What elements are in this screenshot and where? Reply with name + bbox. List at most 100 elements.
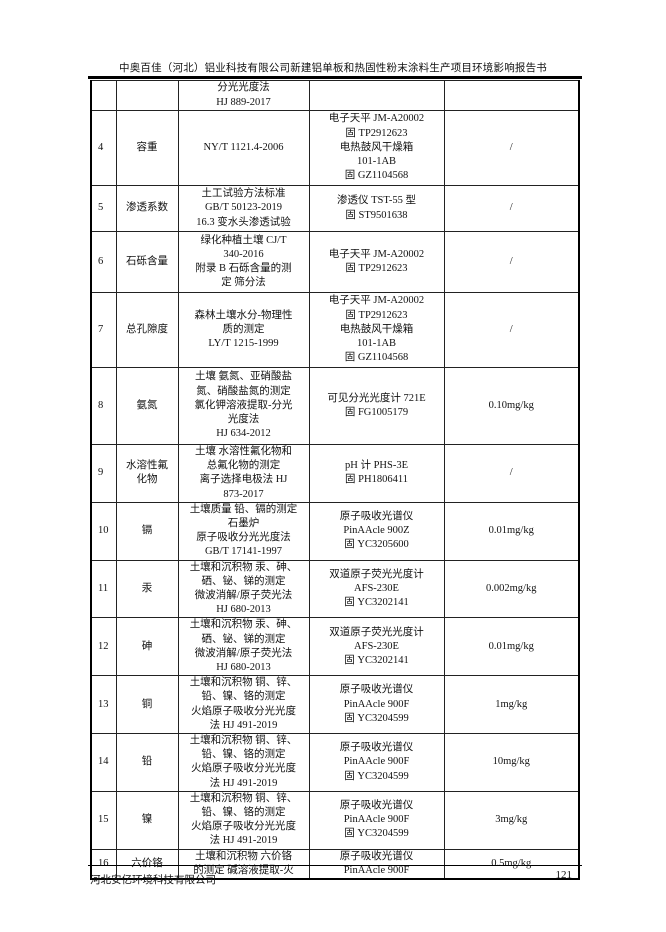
test-method-line: 硒、铋、锑的测定 <box>201 633 286 645</box>
test-method-line: NY/T 1121.4-2006 <box>203 141 284 153</box>
test-item-line: 铜 <box>141 698 153 710</box>
table-row: 12 砷 土壤和沉积物 汞、砷、 硒、铋、锑的测定 微波消解/原子荧光法 HJ 680-2… <box>90 617 580 677</box>
test-method-line: 土壤和沉积物 汞、砷、 <box>189 619 298 631</box>
test-method-line: 土壤 氨氮、亚硝酸盐 <box>194 371 293 383</box>
instrument-line: 双道原子荧光光度计 <box>329 626 424 638</box>
test-method-line: 土壤 水溶性氟化物和 <box>194 446 293 457</box>
test-method-line: 土壤和沉积物 铜、锌、 <box>189 735 298 747</box>
test-method: 土壤 水溶性氟化物和 总氟化物的测定 离子选择电极法 HJ 873-2017 <box>177 444 310 503</box>
detection-limit: 0.5mg/kg <box>443 848 580 880</box>
instrument-line: 电热鼓风干燥箱 <box>339 141 414 153</box>
detection-limit: 1mg/kg <box>443 675 580 735</box>
detection-limit: / <box>443 185 580 232</box>
table-row: 分光光度法 HJ 889-2017 <box>90 80 580 111</box>
footer-divider <box>88 865 582 866</box>
detection-limit: 0.002mg/kg <box>443 559 580 619</box>
test-method-line: HJ 634-2012 <box>216 428 271 440</box>
test-item-line: 氨氮 <box>136 399 158 411</box>
instrument-line: 原子吸收光谱仪 <box>339 510 414 522</box>
test-method: 土壤质量 铅、镉的测定 石墨炉 原子吸收分光光度法 GB/T 17141-1997 <box>177 501 310 561</box>
test-item-line: 渗透系数 <box>126 202 168 214</box>
table-row: 10 镉 土壤质量 铅、镉的测定 石墨炉 原子吸收分光光度法 GB/T 17141-199… <box>90 501 580 561</box>
table-row: 13 铜 土壤和沉积物 铜、锌、 铅、镍、铬的测定 火焰原子吸收分光光度法 HJ 491… <box>90 675 580 735</box>
instrument-line: AFS-230E <box>354 640 399 652</box>
instrument-line: 101-1AB <box>356 156 397 168</box>
instrument-line: PinAAcle 900Z <box>343 525 410 537</box>
detection-limit: 0.01mg/kg <box>443 617 580 677</box>
table-row: 11 汞 土壤和沉积物 汞、砷、 硒、铋、锑的测定 微波消解/原子荧光法 HJ 680-2… <box>90 559 580 619</box>
table-row: 5 渗透系数 土工试验方法标准 GB/T 50123-2019 16.3 变水头渗透试验… <box>90 185 580 232</box>
instrument-line: 101-1AB <box>356 338 397 350</box>
test-item: 铜 <box>115 675 179 735</box>
instrument-line: 固 TP2912623 <box>345 263 408 274</box>
test-method: 土工试验方法标准 GB/T 50123-2019 16.3 变水头渗透试验 <box>177 185 310 232</box>
test-method-line: 定 筛分法 <box>221 277 266 289</box>
table-row: 4 容重 NY/T 1121.4-2006 电子天平 JM-A20002 固 TP291… <box>90 110 580 186</box>
instrument-line: 固 YC3205600 <box>344 539 409 551</box>
instrument-line: 原子吸收光谱仪 <box>339 684 414 696</box>
row-number: 11 <box>90 559 117 619</box>
test-method-line: 原子吸收分光光度法 <box>196 532 291 544</box>
detection-limit <box>443 80 580 111</box>
test-method-line: 铅、镍、铬的测定 <box>201 691 286 703</box>
test-item: 水溶性氟 化物 <box>115 444 179 503</box>
instrument-line: 原子吸收光谱仪 <box>339 850 414 862</box>
page-number: 121 <box>555 869 573 881</box>
row-number: 10 <box>90 501 117 561</box>
test-item-line: 铅 <box>141 756 153 768</box>
table-row: 6 石砾含量 绿化种植土壤 CJ/T 340-2016 附录 B 石砾含量的测定 筛分法… <box>90 231 580 293</box>
instrument-line: 固 GZ1104568 <box>344 352 409 364</box>
test-method-line: 氮、硝酸盐氮的测定 <box>196 385 291 397</box>
table-row: 7 总孔隙度 森林土壤水分-物理性 质的测定 LY/T 1215-1999 电子天平 JM… <box>90 292 580 368</box>
instrument-line: 固 YC3202141 <box>344 654 409 666</box>
instrument-line: 固 TP2912623 <box>345 127 408 139</box>
test-method-line: 火焰原子吸收分光光度 <box>191 705 296 717</box>
test-item: 石砾含量 <box>115 231 179 293</box>
instrument: pH 计 PHS-3E 固 PH1806411 <box>308 444 445 503</box>
test-method-line: GB/T 50123-2019 <box>204 202 283 214</box>
test-method-line: 340-2016 <box>223 248 264 260</box>
test-method-line: 铅、镍、铬的测定 <box>201 807 286 819</box>
instrument: 电子天平 JM-A20002 固 TP2912623 <box>308 231 445 293</box>
row-number: 12 <box>90 617 117 677</box>
test-item-line: 化物 <box>136 474 158 486</box>
row-number: 16 <box>90 848 117 880</box>
instrument-line: 固 FG1005179 <box>344 407 409 418</box>
detection-limit: / <box>443 110 580 186</box>
test-method-line: 土壤和沉积物 铜、锌、 <box>189 677 298 689</box>
test-method-line: HJ 680-2013 <box>216 662 271 674</box>
row-number: 4 <box>90 110 117 186</box>
instrument-line: 固 GZ1104568 <box>344 170 409 182</box>
test-method-line: 离子选择电极法 HJ <box>199 474 288 486</box>
test-item-line: 镍 <box>141 814 153 826</box>
instrument: 原子吸收光谱仪 PinAAcle 900F 固 YC3204599 <box>308 733 445 792</box>
instrument-line: 可见分光光度计 721E <box>327 392 426 404</box>
test-method: 土壤和沉积物 汞、砷、 硒、铋、锑的测定 微波消解/原子荧光法 HJ 680-2013 <box>177 617 310 677</box>
table-row: 16 六价铬 土壤和沉积物 六价铬 的测定 碱溶液提取-火 原子吸收光谱仪 PinAAcl… <box>90 848 580 880</box>
test-method: 土壤和沉积物 汞、砷、 硒、铋、锑的测定 微波消解/原子荧光法 HJ 680-2013 <box>177 559 310 619</box>
test-method: 森林土壤水分-物理性 质的测定 LY/T 1215-1999 <box>177 292 310 368</box>
instrument-line: 固 YC3204599 <box>344 712 409 724</box>
row-number: 15 <box>90 790 117 850</box>
instrument <box>308 80 445 111</box>
detection-limit: / <box>443 444 580 503</box>
row-number: 9 <box>90 444 117 503</box>
table-row: 15 镍 土壤和沉积物 铜、锌、 铅、镍、铬的测定 火焰原子吸收分光光度法 HJ 491… <box>90 790 580 850</box>
test-method-line: 873-2017 <box>223 488 264 500</box>
test-method-line: 土壤和沉积物 铜、锌、 <box>189 792 298 804</box>
instrument-line: PinAAcle 900F <box>343 864 410 876</box>
detection-limit: 10mg/kg <box>443 733 580 792</box>
test-method: 土壤和沉积物 铜、锌、 铅、镍、铬的测定 火焰原子吸收分光光度法 HJ 491-20… <box>177 790 310 850</box>
test-item <box>115 80 179 111</box>
test-method-line: 火焰原子吸收分光光度 <box>191 763 296 775</box>
test-method-line: 微波消解/原子荧光法 <box>194 590 293 602</box>
instrument: 渗透仪 TST-55 型固 ST9501638 <box>308 185 445 232</box>
test-method: 土壤和沉积物 六价铬 的测定 碱溶液提取-火 <box>177 848 310 880</box>
test-method-line: GB/T 17141-1997 <box>204 546 283 558</box>
instrument-line: 固 YC3202141 <box>344 597 409 609</box>
row-number: 5 <box>90 185 117 232</box>
footer-company: 河北安亿环境科技有限公司 <box>90 875 216 886</box>
instrument-line: 固 PH1806411 <box>345 474 408 486</box>
test-item: 镉 <box>115 501 179 561</box>
page-header: 中奥百佳（河北）铝业科技有限公司新建铝单板和热固性粉末涂料生产项目环境影响报告书 <box>119 63 547 74</box>
